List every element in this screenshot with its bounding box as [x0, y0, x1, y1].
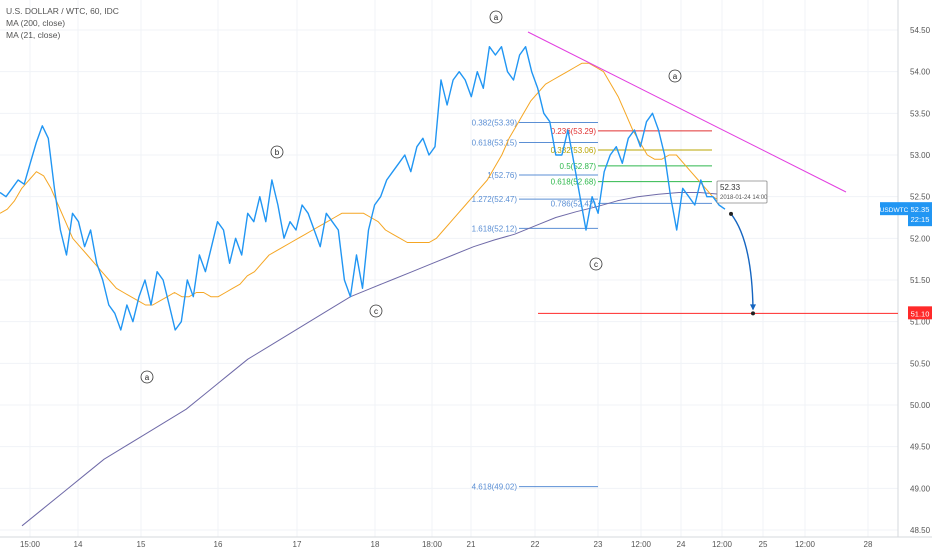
annotation-box[interactable] [716, 180, 768, 204]
x-tick-label: 22 [531, 540, 540, 549]
ma21-line [0, 62, 721, 306]
wave-label: c [374, 307, 378, 316]
annotation-time: 2018-01-24 14:00 [720, 195, 768, 201]
y-tick-label: 50.50 [910, 359, 931, 368]
fib-level-label: 0.5(52.87) [560, 162, 597, 171]
x-tick-label: 28 [864, 540, 873, 549]
y-tick-label: 51.00 [910, 318, 931, 327]
wave-label-circle [369, 304, 383, 318]
wave-label: a [673, 72, 678, 81]
wave-label: a [145, 373, 150, 382]
wave-label-circle [140, 370, 154, 384]
symbol-badge [880, 202, 908, 216]
target-badge-value: 51.10 [911, 309, 930, 318]
countdown-badge-value: 22:15 [911, 215, 930, 224]
x-tick-label: 21 [467, 540, 476, 549]
wave-label: b [275, 148, 280, 157]
y-tick-label: 54.00 [910, 68, 931, 77]
x-tick-label: 18:00 [422, 540, 443, 549]
fib-level-label: 4.618(49.02) [472, 483, 518, 492]
drawings[interactable]: 52.33 2018-01-24 14:00 [527, 31, 898, 316]
y-tick-label: 53.00 [910, 151, 931, 160]
series-lines [0, 46, 726, 527]
fib-level-label: 1.618(52.12) [472, 224, 518, 233]
wave-label-circle [489, 10, 503, 24]
x-tick-label: 23 [594, 540, 603, 549]
legend: U.S. DOLLAR / WTC, 60, IDC MA (200, clos… [6, 5, 119, 41]
x-tick-label: 24 [677, 540, 686, 549]
resistance-trendline[interactable] [527, 31, 847, 193]
x-tick-label: 12:00 [795, 540, 816, 549]
y-tick-label: 52.00 [910, 234, 931, 243]
wave-label: c [594, 260, 598, 269]
projection-start-dot [729, 211, 733, 216]
x-tick-label: 12:00 [712, 540, 733, 549]
x-tick-label: 25 [759, 540, 768, 549]
wave-label-circle [270, 145, 284, 159]
y-tick-label: 49.00 [910, 484, 931, 493]
y-tick-label: 52.50 [910, 193, 931, 202]
y-tick-label: 50.00 [910, 401, 931, 410]
annotation-price: 52.33 [720, 183, 741, 192]
price-badge [908, 202, 932, 227]
x-tick-label: 16 [214, 540, 223, 549]
symbol-badge-label: USDWTC [880, 207, 909, 214]
y-tick-label: 49.50 [910, 443, 931, 452]
grid-lines [0, 0, 898, 537]
wave-label-circle [589, 257, 603, 271]
fib-level-label: 0.618(52.68) [551, 178, 597, 187]
x-tick-label: 15:00 [20, 540, 41, 549]
y-tick-label: 48.50 [910, 526, 931, 535]
x-tick-label: 15 [137, 540, 146, 549]
target-badge [908, 306, 932, 320]
legend-ma200: MA (200, close) [6, 18, 66, 28]
projection-end-dot [751, 311, 755, 316]
y-tick-label: 53.50 [910, 109, 931, 118]
fib-retracement-right[interactable]: 0.236(53.29) 0.382(53.06) 0.5(52.87) 0.618(… [551, 127, 712, 209]
legend-ma21: MA (21, close) [6, 30, 61, 40]
legend-symbol: U.S. DOLLAR / WTC, 60, IDC [6, 6, 119, 16]
wave-labels: a b a c a c [140, 10, 682, 384]
wave-label: a [494, 13, 499, 22]
fib-level-label: 1(52.76) [487, 171, 517, 180]
fib-level-label: 0.382(53.39) [472, 119, 518, 128]
wave-label-circle [668, 69, 682, 83]
price-line [0, 46, 726, 331]
y-tick-label: 54.50 [910, 26, 931, 35]
x-tick-label: 18 [371, 540, 380, 549]
x-tick-label: 12:00 [631, 540, 652, 549]
fib-level-label: 1.272(52.47) [472, 195, 518, 204]
fib-level-label: 0.786(52.42) [551, 199, 597, 208]
price-badge-value: 52.35 [911, 205, 930, 214]
ma200-line [21, 192, 721, 527]
fib-level-label: 0.236(53.29) [551, 127, 597, 136]
fib-level-label: 0.382(53.06) [551, 146, 597, 155]
projection-arrowhead [750, 304, 756, 311]
projection-curve [730, 213, 754, 310]
fib-extension-left[interactable]: 0.382(53.39) 0.618(53.15) 1(52.76) 1.272(52… [472, 119, 598, 492]
fib-level-label: 0.618(53.15) [472, 139, 518, 148]
y-tick-label: 51.50 [910, 276, 931, 285]
x-tick-label: 17 [293, 540, 302, 549]
x-tick-label: 14 [74, 540, 83, 549]
